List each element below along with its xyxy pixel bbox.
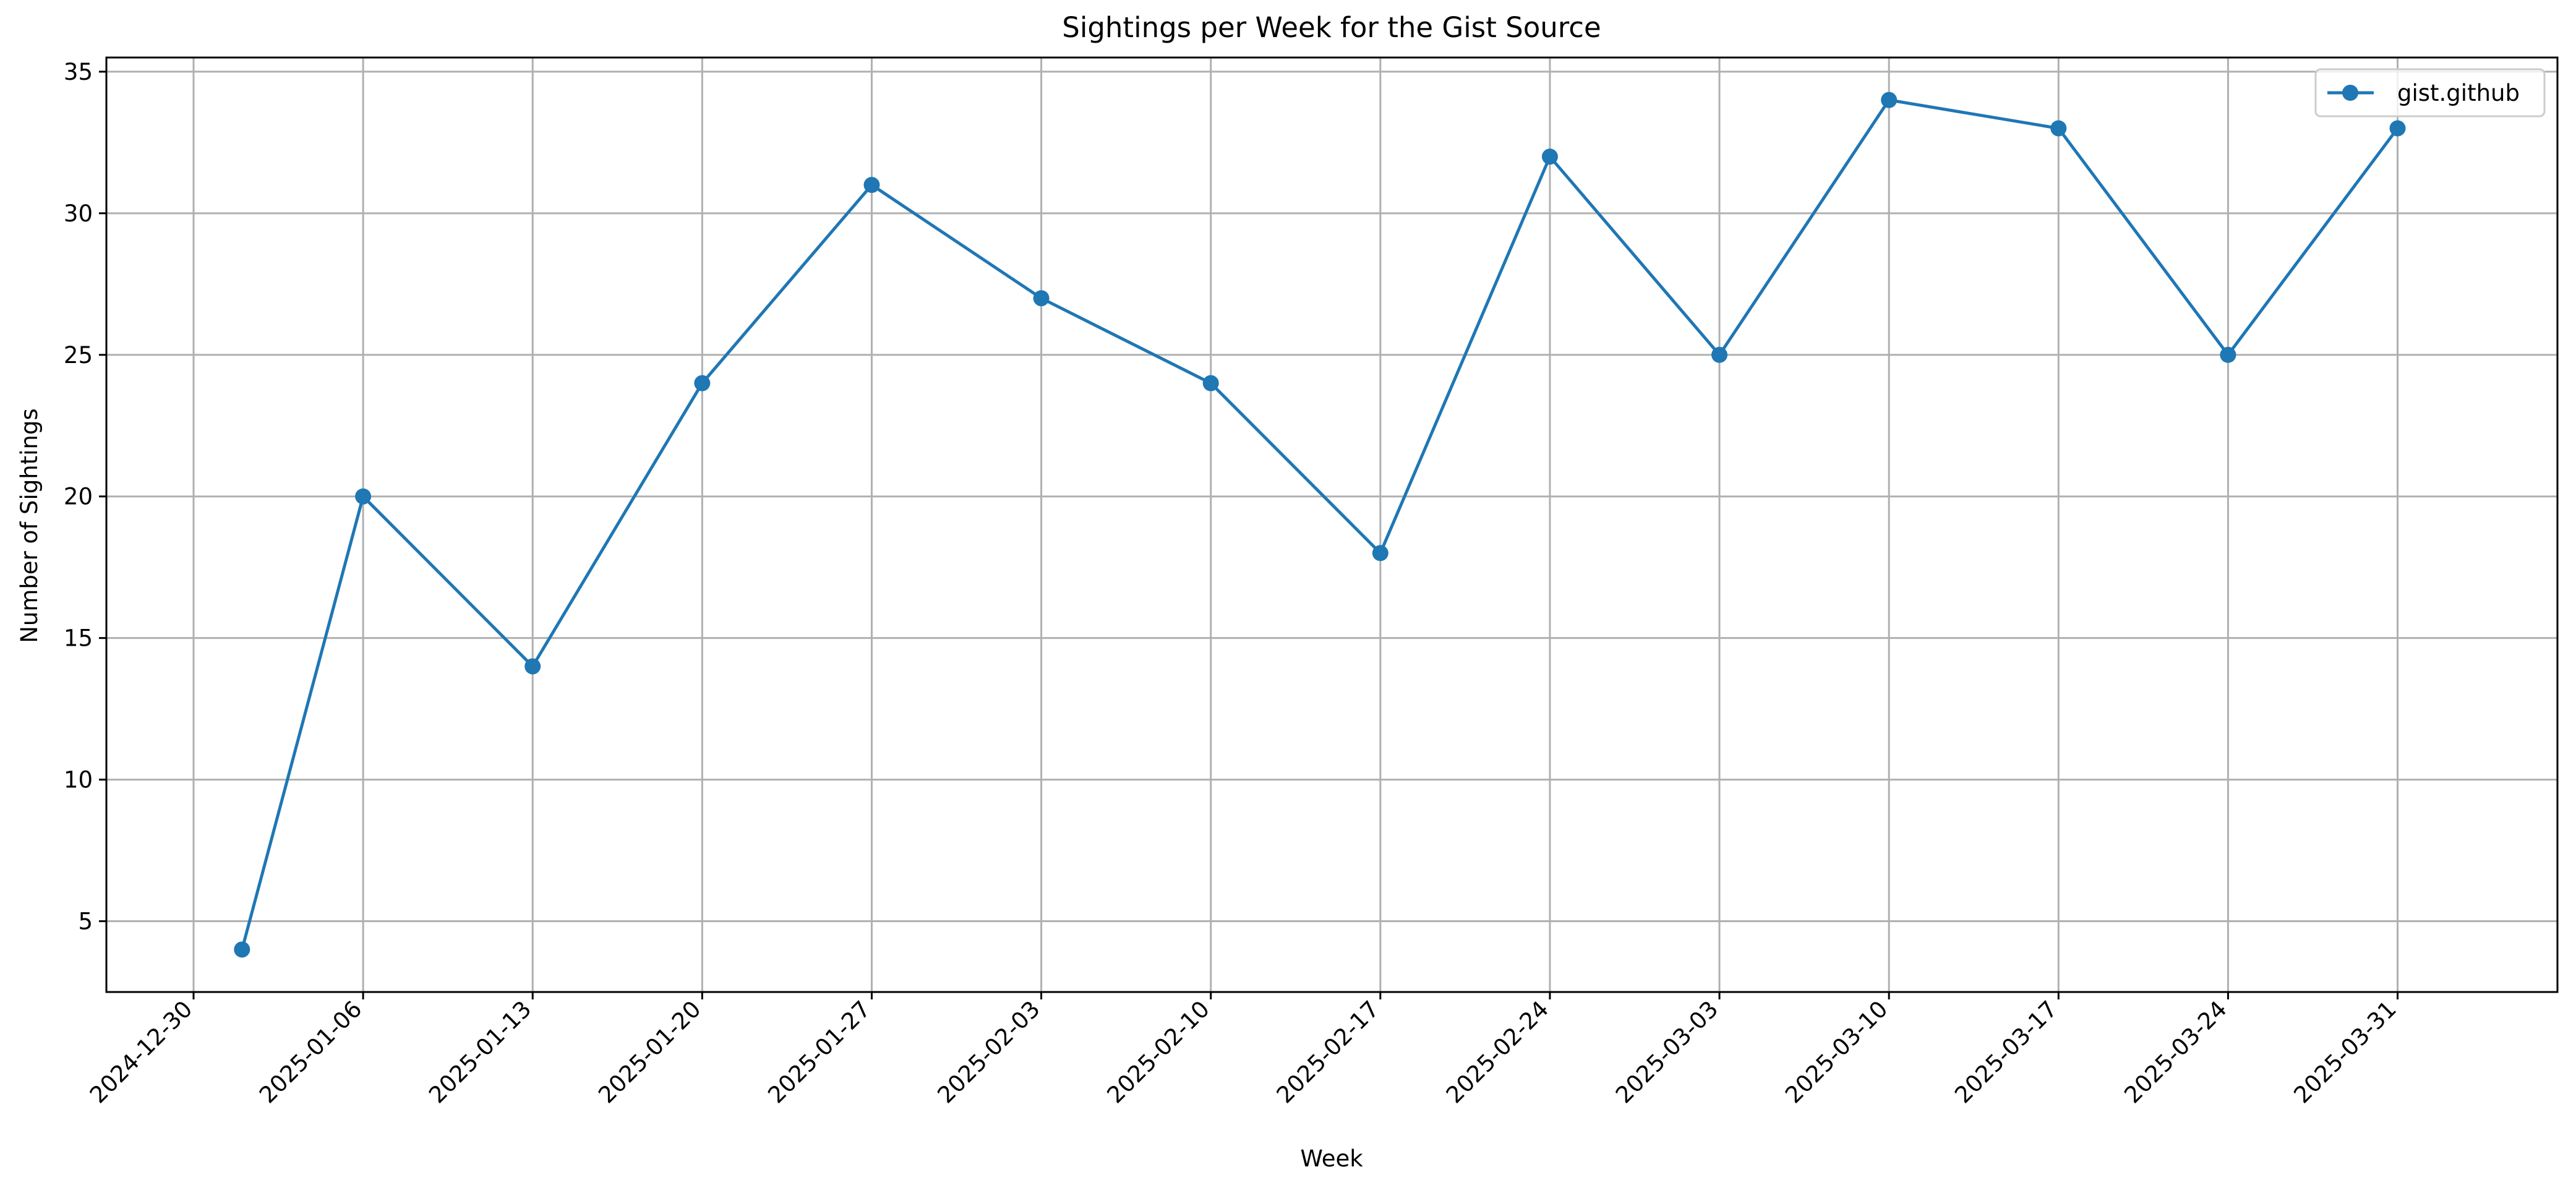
data-point [524, 658, 541, 675]
legend-entry-label: gist.github [2397, 80, 2520, 106]
legend-box [2314, 68, 2546, 118]
y-tick-label: 25 [64, 342, 93, 369]
y-tick-label: 15 [64, 625, 93, 652]
grid [106, 58, 2557, 992]
chart-title: Sightings per Week for the Gist Source [1062, 11, 1601, 44]
plot-frame [105, 56, 2559, 993]
data-point [694, 375, 711, 391]
data-point [1372, 545, 1389, 562]
y-tick-label: 5 [78, 909, 93, 935]
data-point [1711, 346, 1728, 363]
data-point [1202, 375, 1219, 391]
data-point [2050, 120, 2067, 137]
y-tick-label: 20 [64, 484, 93, 510]
y-tick-label: 10 [64, 767, 93, 793]
y-axis-label: Number of Sightings [16, 408, 43, 643]
data-point [2389, 120, 2406, 137]
legend: gist.github [2314, 68, 2546, 118]
data-point [1033, 290, 1050, 307]
data-point [355, 488, 372, 505]
data-point [1881, 92, 1898, 108]
data-point [234, 941, 250, 958]
data-point [863, 177, 880, 194]
y-tick-label: 30 [64, 200, 93, 227]
series-lines [240, 98, 2399, 950]
series-markers [234, 92, 2406, 958]
data-point [1541, 148, 1558, 165]
x-axis-label: Week [1300, 1145, 1363, 1172]
y-tick-label: 35 [64, 59, 93, 85]
series-line-gist-github [240, 98, 2399, 950]
legend-marker-sample [2342, 85, 2358, 101]
data-point [2220, 346, 2236, 363]
